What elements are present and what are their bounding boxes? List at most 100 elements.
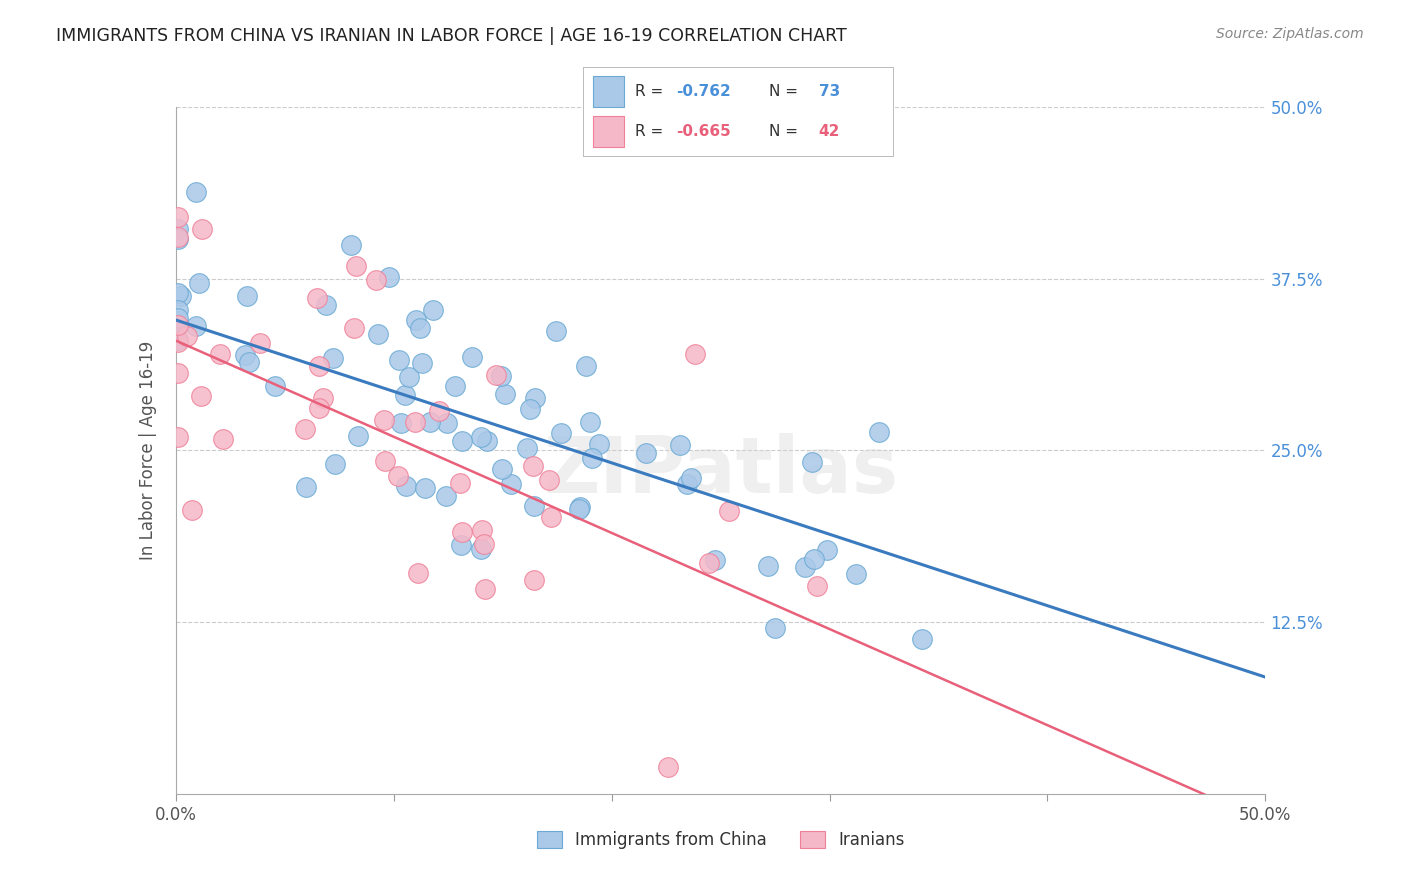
Point xyxy=(470,430,492,444)
Point xyxy=(405,313,427,327)
Point xyxy=(540,509,562,524)
Point xyxy=(544,324,567,338)
Point xyxy=(450,524,472,539)
Point xyxy=(669,437,692,451)
Point xyxy=(167,367,190,381)
Point xyxy=(471,523,494,537)
Point xyxy=(568,500,591,515)
Point xyxy=(184,186,207,200)
Point xyxy=(801,455,824,469)
Point xyxy=(311,391,333,405)
Text: N =: N = xyxy=(769,124,803,139)
Point xyxy=(523,391,546,405)
Point xyxy=(167,429,190,443)
Point xyxy=(167,222,190,236)
Point xyxy=(170,289,193,303)
Point xyxy=(449,475,471,490)
Point xyxy=(450,538,472,552)
Point xyxy=(238,355,260,369)
Point xyxy=(389,416,412,430)
Point xyxy=(436,416,458,430)
Point xyxy=(378,270,401,285)
Point xyxy=(343,321,366,335)
Point xyxy=(211,432,233,446)
Point xyxy=(373,413,395,427)
Point xyxy=(519,402,541,417)
Point xyxy=(191,222,214,236)
Point xyxy=(167,232,190,246)
Point xyxy=(344,259,367,273)
Point xyxy=(472,537,495,551)
Text: 73: 73 xyxy=(818,84,839,99)
Point xyxy=(793,559,815,574)
Point xyxy=(167,285,190,300)
Point xyxy=(477,434,499,448)
Point xyxy=(911,632,934,646)
Point xyxy=(815,542,838,557)
Point xyxy=(489,368,512,383)
Point xyxy=(295,480,318,494)
Point xyxy=(398,370,420,384)
Point xyxy=(581,450,603,465)
Text: -0.762: -0.762 xyxy=(676,84,731,99)
Point xyxy=(308,359,330,373)
Text: R =: R = xyxy=(634,84,668,99)
Point xyxy=(461,351,484,365)
Text: 42: 42 xyxy=(818,124,839,139)
Point xyxy=(470,542,492,557)
Point xyxy=(523,573,546,587)
Point xyxy=(408,566,430,581)
Point xyxy=(763,621,786,635)
Point xyxy=(501,476,523,491)
Point xyxy=(315,297,337,311)
Point xyxy=(264,378,287,392)
Point xyxy=(444,379,467,393)
Bar xyxy=(593,76,624,107)
Point xyxy=(681,471,703,485)
Point xyxy=(167,229,190,244)
Y-axis label: In Labor Force | Age 16-19: In Labor Force | Age 16-19 xyxy=(139,341,157,560)
Point xyxy=(235,289,257,303)
Point xyxy=(233,348,256,362)
Point xyxy=(167,311,190,326)
Point xyxy=(718,504,741,518)
Point xyxy=(340,238,363,252)
Point xyxy=(675,477,697,491)
Point xyxy=(395,479,418,493)
Point xyxy=(307,291,329,305)
Point xyxy=(323,457,346,471)
Point xyxy=(522,459,544,474)
Point xyxy=(703,553,725,567)
Point xyxy=(387,468,409,483)
Point xyxy=(181,503,204,517)
Point xyxy=(550,426,572,441)
Point xyxy=(394,387,416,401)
Point xyxy=(427,404,450,418)
Point xyxy=(388,353,411,368)
Text: ZIPatlas: ZIPatlas xyxy=(543,433,898,509)
Point xyxy=(208,347,231,361)
Legend: Immigrants from China, Iranians: Immigrants from China, Iranians xyxy=(530,824,911,855)
Point xyxy=(249,335,271,350)
Point xyxy=(575,359,598,374)
Point xyxy=(588,436,610,450)
Point xyxy=(419,416,441,430)
Point xyxy=(538,473,561,487)
Point xyxy=(188,276,211,290)
Point xyxy=(167,335,190,350)
Point xyxy=(167,303,190,318)
Point xyxy=(167,318,190,333)
Point xyxy=(167,211,190,225)
Point xyxy=(516,442,538,456)
Point xyxy=(697,556,720,570)
Point xyxy=(167,318,190,333)
Point xyxy=(186,318,208,333)
Point xyxy=(845,566,868,581)
Point xyxy=(366,273,388,287)
Point xyxy=(294,422,316,436)
Point xyxy=(491,461,513,475)
Bar xyxy=(593,116,624,147)
Point xyxy=(451,434,474,448)
Point xyxy=(404,416,426,430)
Point xyxy=(415,481,437,495)
